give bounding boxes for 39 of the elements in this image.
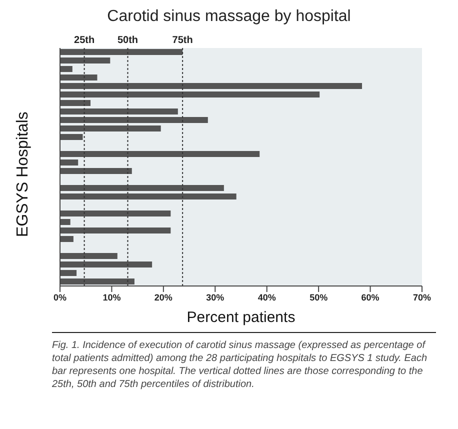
bar [60,228,171,234]
bar [60,168,132,174]
bar [60,92,320,98]
bar [60,117,208,123]
bar [60,194,236,200]
x-tick-label: 70% [412,292,432,302]
bar [60,83,362,89]
bar [60,210,171,216]
bar [60,58,110,64]
x-tick-label: 40% [258,292,276,302]
x-tick-label: 60% [361,292,380,302]
ref-line-label: 75th [172,35,193,46]
x-tick-label: 20% [154,292,172,302]
caption: Fig. 1. Incidence of execution of carotid sinus massage (expressed as percentage of total patients admitted) among the 28 participating hospitals to EGSYS 1 study. Each bar represents one hospital. The vertical dotted lines are those corresponding to the 25th, 50th and 75th percentiles of distribution. [52,339,428,391]
bar [60,262,152,268]
bar [60,270,77,276]
bar [60,236,74,242]
x-tick-label: 30% [206,292,224,302]
bar [60,66,72,72]
bar [60,100,91,106]
bar [60,108,178,114]
ref-line-label: 25th [74,35,95,46]
x-tick-label: 0% [53,292,67,302]
bar [60,126,161,132]
y-axis-title: EGSYS Hospitals [14,112,32,237]
bar [60,219,70,225]
bar [60,74,98,80]
bar [60,49,183,55]
x-tick-label: 10% [102,292,121,302]
bar [60,185,224,191]
chart-title: Carotid sinus massage by hospital [106,8,352,26]
bar [60,253,118,259]
x-axis-title: Percent patients [186,309,296,326]
bar [60,278,134,284]
bar [60,151,260,157]
bar [60,134,83,140]
ref-line-label: 50th [117,35,138,46]
bar [60,160,78,166]
x-tick-label: 50% [310,292,328,302]
